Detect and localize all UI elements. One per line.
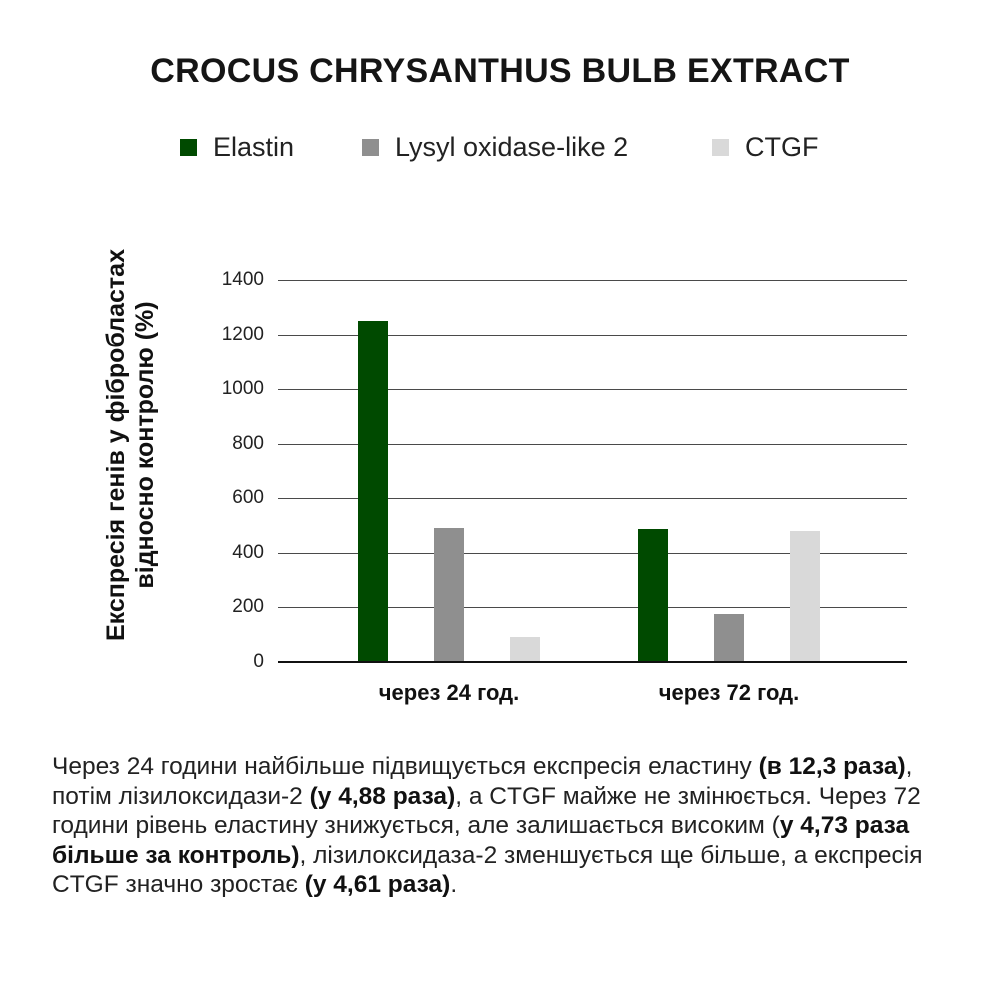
bar-elastin-24h (358, 321, 388, 661)
caption-part: , лізилоксидаза-2 зменшується ще більше,… (52, 841, 923, 899)
y-tick: 1400 (221, 269, 264, 290)
x-category-label: через 24 год. (378, 680, 520, 705)
gridline (278, 607, 907, 609)
caption-part: Через 24 години найбільше підвищується е… (52, 753, 759, 780)
y-axis-label-line1: Експресія генів у фібробластах (102, 249, 130, 641)
y-axis-label-line2: відносно контролю (%) (131, 301, 159, 589)
chart-title: CROCUS CHRYSANTHUS BULB EXTRACT (150, 52, 850, 90)
gridline (278, 443, 907, 445)
legend-swatch-lysyl (362, 139, 379, 156)
legend: Elastin Lysyl oxidase-like 2 CTGF (0, 132, 1000, 166)
y-tick: 0 (253, 651, 264, 672)
gridline (278, 334, 907, 336)
y-tick: 1200 (221, 323, 264, 345)
legend-label: CTGF (745, 132, 819, 162)
legend-swatch-ctgf (712, 139, 729, 156)
caption-bold: (в 12,3 раза) (758, 753, 906, 780)
legend-item-lysyl: Lysyl oxidase-like 2 (362, 132, 628, 163)
caption-bold: (у 4,88 раза) (309, 782, 456, 810)
caption-bold: у 4,73 раза більше за контроль) (52, 812, 910, 869)
plot-area (278, 280, 907, 663)
x-category-label: через 72 год. (658, 680, 800, 705)
gridline (278, 389, 907, 391)
y-tick: 1000 (221, 378, 264, 400)
caption-bold: (у 4,61 раза) (304, 871, 451, 898)
bar-lysyl-72h (714, 614, 744, 661)
legend-item-elastin: Elastin (180, 132, 294, 163)
caption-part: , а CTGF майже не змінюється. Через 72 г… (52, 782, 921, 840)
legend-label: Lysyl oxidase-like 2 (395, 132, 629, 162)
legend-item-ctgf: CTGF (712, 132, 819, 163)
bar-ctgf-72h (790, 531, 820, 661)
legend-swatch-elastin (180, 139, 197, 156)
y-tick: 600 (232, 487, 264, 509)
y-tick: 400 (232, 541, 264, 563)
gridline (278, 552, 907, 554)
y-tick: 200 (232, 596, 264, 618)
bar-ctgf-24h (510, 637, 540, 661)
x-axis-line (278, 661, 907, 663)
caption-text: Через 24 години найбільше підвищується е… (52, 752, 952, 900)
bar-lysyl-24h (434, 528, 464, 661)
bar-elastin-72h (638, 528, 668, 661)
y-axis-label: Експресія генів у фібробластах відносно … (102, 205, 160, 685)
gridline (278, 280, 907, 281)
legend-label: Elastin (213, 132, 295, 162)
y-tick: 800 (232, 432, 264, 454)
caption-part: . (450, 871, 458, 898)
caption-part: , потім лізилоксидази-2 (52, 753, 913, 810)
gridline (278, 498, 907, 500)
